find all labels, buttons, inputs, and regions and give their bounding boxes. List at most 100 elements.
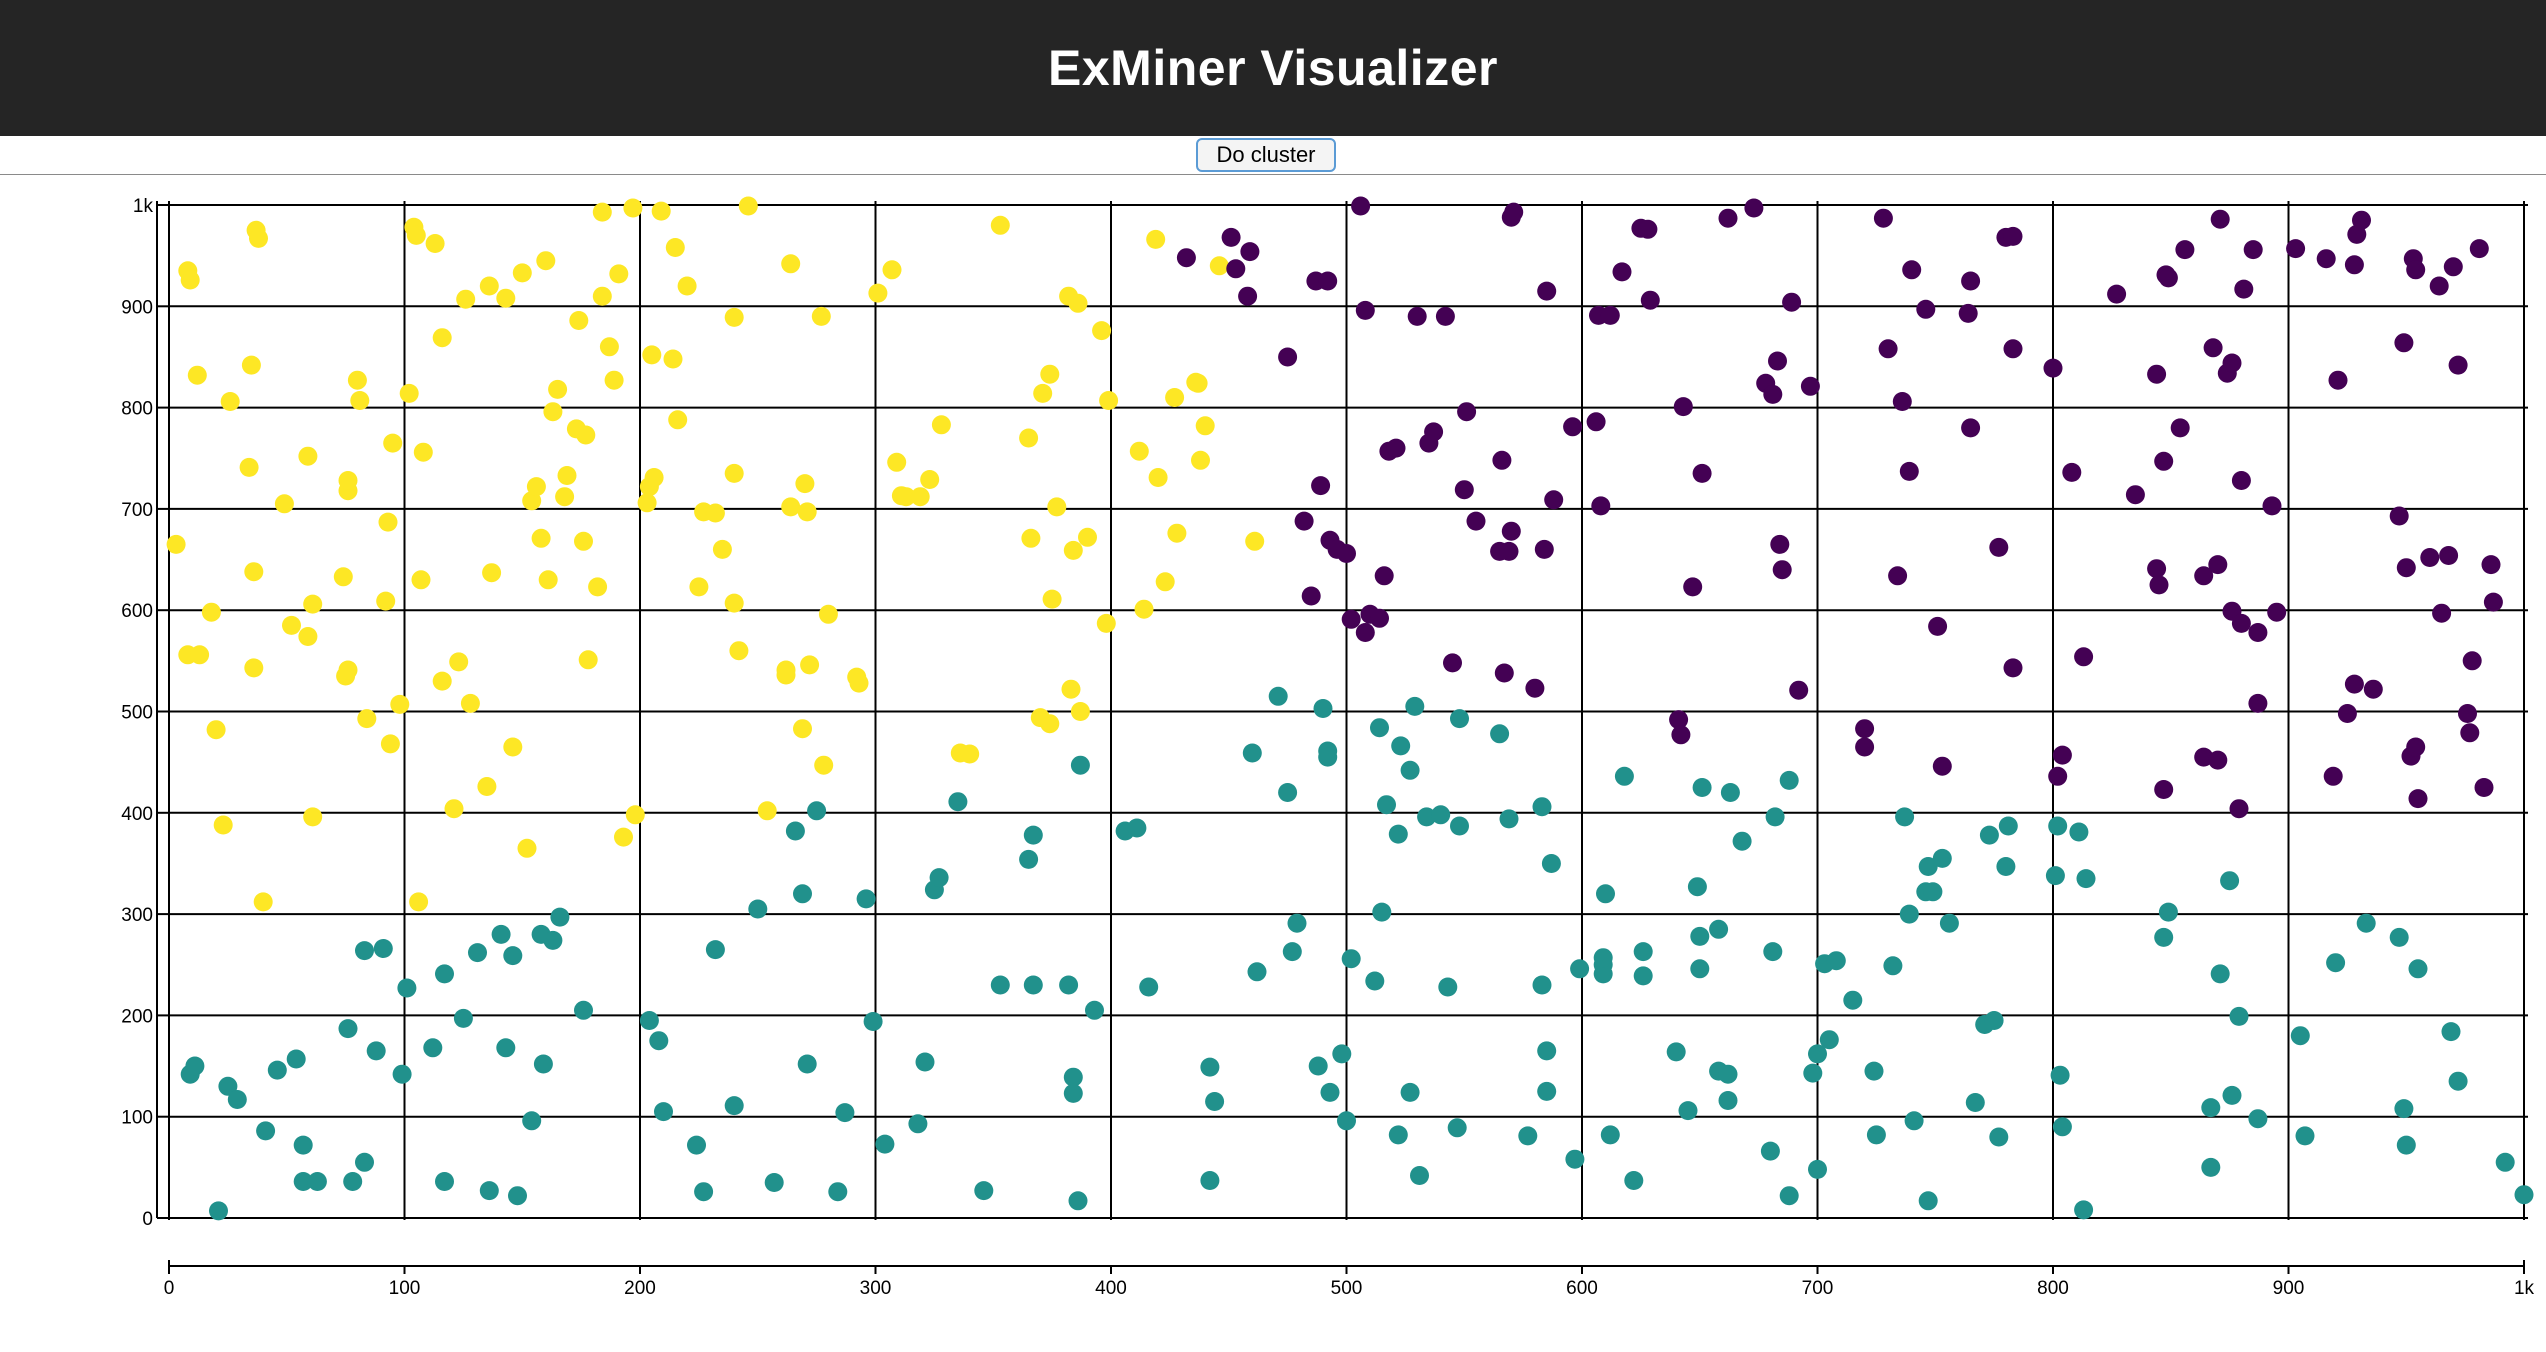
data-point [1709, 919, 1729, 939]
data-point [1431, 805, 1451, 825]
data-point [1365, 971, 1385, 991]
data-point [406, 225, 426, 245]
data-point [1932, 756, 1952, 776]
data-point [2514, 1185, 2534, 1205]
data-point [239, 457, 259, 477]
data-point [604, 370, 624, 390]
data-point [910, 487, 930, 507]
data-point [2394, 1099, 2414, 1119]
data-point [1633, 966, 1653, 986]
data-point [2045, 866, 2065, 886]
data-point [2222, 1085, 2242, 1105]
data-point [1772, 560, 1792, 580]
data-point [241, 355, 261, 375]
data-point [1768, 351, 1787, 371]
x-tick-label: 0 [164, 1278, 175, 1299]
do-cluster-button[interactable]: Do cluster [1196, 138, 1336, 172]
data-point [218, 1076, 238, 1096]
data-point [1544, 490, 1564, 510]
data-point [2248, 693, 2268, 713]
data-point [2003, 658, 2023, 678]
data-point [1410, 1166, 1429, 1185]
data-point [2406, 260, 2426, 280]
data-point [468, 943, 487, 963]
data-point [1388, 824, 1408, 844]
data-point [835, 1103, 855, 1123]
scatter-plot: 0 100 200 300 400 500 600 700 800 900 1k 0 100 200 300… [121, 196, 2534, 1299]
data-point [1139, 977, 1159, 997]
data-point [649, 1031, 669, 1051]
data-point [338, 660, 358, 680]
data-point [931, 415, 951, 435]
data-point [1669, 710, 1689, 730]
data-point [1918, 1191, 1938, 1211]
data-point [1819, 1030, 1839, 1050]
data-point [592, 286, 612, 306]
data-point [206, 720, 226, 740]
data-point [423, 1038, 443, 1058]
y-tick-label: 1k [133, 196, 154, 217]
data-point [1320, 1082, 1340, 1102]
data-point [209, 1201, 228, 1221]
data-point [1294, 511, 1314, 531]
data-point [637, 493, 657, 513]
data-point [1221, 227, 1241, 247]
data-point [355, 1152, 374, 1172]
data-point [2408, 959, 2428, 979]
axes: 0 100 200 300 400 500 600 700 800 900 1k 0 100 200 300… [121, 196, 2534, 1299]
data-point [1490, 724, 1510, 744]
data-point [1450, 709, 1469, 729]
data-point [1033, 383, 1053, 403]
data-point [1593, 964, 1613, 984]
data-point [781, 497, 801, 517]
data-point [1278, 783, 1298, 802]
data-point [2323, 766, 2343, 786]
x-tick-label: 200 [624, 1278, 656, 1299]
data-point [2003, 339, 2023, 359]
data-point [1096, 613, 1116, 633]
data-point [2201, 1157, 2221, 1177]
grid-lines [168, 201, 2528, 1220]
y-tick-label: 800 [121, 399, 153, 420]
data-point [2286, 239, 2306, 259]
data-point [1318, 747, 1338, 767]
data-point [2231, 471, 2251, 490]
data-point [1534, 539, 1554, 559]
data-point [2076, 869, 2096, 889]
data-point [2147, 559, 2167, 579]
data-point [1855, 719, 1875, 739]
data-point [1061, 679, 1081, 699]
data-point [1525, 678, 1545, 698]
data-point [875, 1134, 895, 1154]
data-point [1961, 271, 1981, 291]
data-point [2394, 333, 2414, 353]
data-point [1099, 391, 1119, 410]
data-point [2125, 485, 2145, 505]
data-point [2290, 1026, 2310, 1046]
data-point [380, 734, 400, 754]
data-point [1063, 1083, 1083, 1103]
data-point [689, 577, 709, 597]
data-point [1176, 248, 1196, 268]
data-point [1435, 306, 1455, 326]
data-point [1666, 1042, 1686, 1062]
data-point [2154, 780, 2174, 799]
data-point [948, 792, 968, 812]
data-point [1591, 496, 1611, 516]
data-point [1633, 942, 1653, 962]
data-point [1134, 599, 1154, 619]
data-point [2408, 789, 2428, 809]
data-point [929, 868, 949, 888]
data-point [2441, 1022, 2461, 1042]
data-point [896, 487, 916, 507]
data-point [397, 978, 417, 998]
data-point [2448, 1071, 2468, 1091]
data-point [293, 1172, 313, 1191]
data-point [1068, 1191, 1088, 1211]
data-point [748, 899, 768, 919]
data-point [2474, 778, 2494, 797]
data-point [1085, 1000, 1104, 1020]
data-point [694, 1182, 714, 1202]
data-point [1372, 902, 1392, 922]
data-point [267, 1060, 287, 1080]
